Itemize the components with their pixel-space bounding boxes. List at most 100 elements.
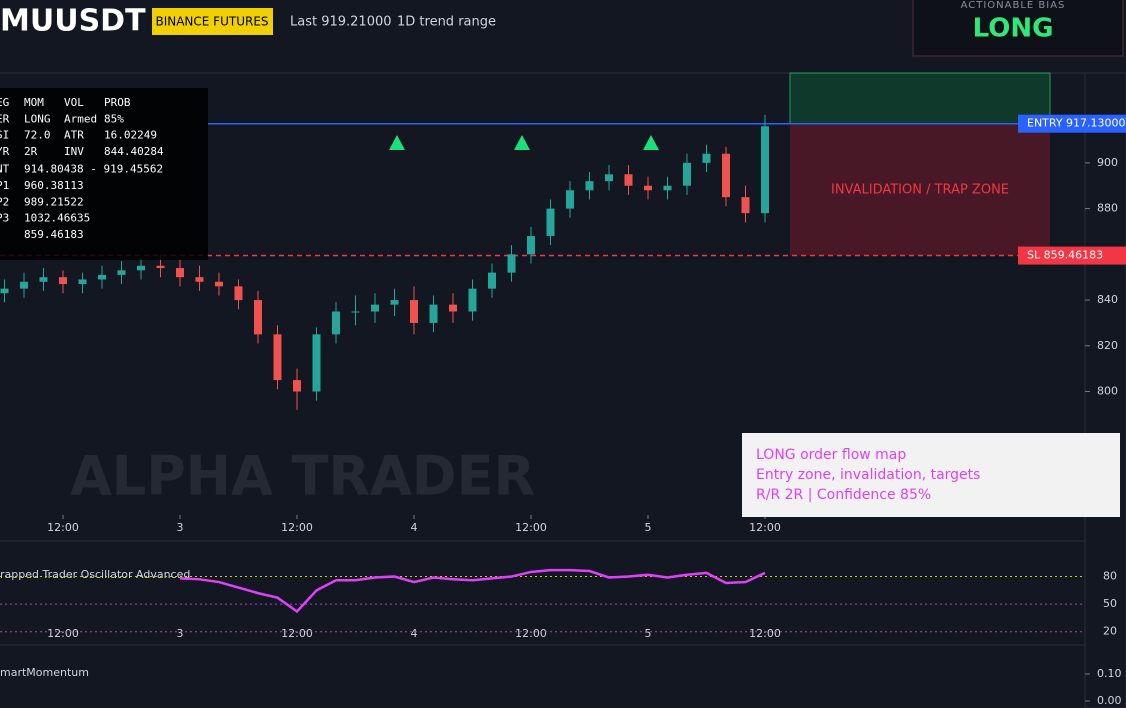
candle-body xyxy=(176,268,184,278)
panel-text: 1032.46635 xyxy=(24,212,90,225)
panel-text: MOM xyxy=(24,96,44,109)
panel-text: ER xyxy=(0,112,10,125)
panel-text: INV xyxy=(64,145,84,158)
panel-text: 914.80438 - 919.45562 xyxy=(24,163,163,176)
candle-body xyxy=(59,277,67,285)
x-tick-label: 3 xyxy=(177,627,184,640)
watermark: ALPHA TRADER xyxy=(70,445,535,508)
candle-body xyxy=(98,274,106,280)
y-tick-label: 0.10 xyxy=(1097,667,1122,680)
panel-text: ATR xyxy=(64,129,84,142)
candle-body xyxy=(215,281,223,287)
x-tick-label: 4 xyxy=(411,521,418,534)
candle-body xyxy=(273,334,282,381)
panel-text: 2R xyxy=(24,145,38,158)
panel-text: LONG xyxy=(24,112,51,125)
candle-body xyxy=(390,300,399,305)
label-box xyxy=(1018,114,1126,133)
candle-body xyxy=(644,185,652,191)
note-line: LONG order flow map xyxy=(756,447,906,463)
note-box xyxy=(742,433,1120,517)
x-tick-label: 12:00 xyxy=(749,627,781,640)
candle-body xyxy=(605,174,613,182)
symbol: MUUSDT xyxy=(0,4,146,39)
panel-text: PROB xyxy=(104,96,131,109)
panel-text: YR xyxy=(0,145,10,158)
signal-marker xyxy=(514,135,530,150)
x-tick-label: 5 xyxy=(645,521,652,534)
price-axis xyxy=(1084,72,1126,708)
candle-body xyxy=(507,254,516,273)
zone-label: INVALIDATION / TRAP ZONE xyxy=(831,183,1009,198)
info-panel xyxy=(0,88,208,260)
exchange: BINANCE FUTURES xyxy=(155,15,268,29)
x-tick-label: 12:00 xyxy=(47,521,79,534)
signal-marker xyxy=(643,135,659,150)
x-tick-label: 12:00 xyxy=(749,521,781,534)
panel-text: 960.38113 xyxy=(24,179,84,192)
bias-label: ACTIONABLE BIAS xyxy=(961,0,1066,11)
x-tick-label: 12:00 xyxy=(281,521,313,534)
panel-text: P3 xyxy=(0,212,9,225)
panel-text: VOL xyxy=(64,96,84,109)
note-line: Entry zone, invalidation, targets xyxy=(756,467,980,483)
stop-label: SL 859.46183 xyxy=(1027,249,1103,262)
candle-body xyxy=(702,153,711,163)
candle-body xyxy=(351,311,360,313)
candle-body xyxy=(293,380,301,392)
candle-body xyxy=(722,153,730,198)
x-tick-label: 3 xyxy=(177,521,184,534)
panel-text: 844.40284 xyxy=(104,145,164,158)
panel-text: NT xyxy=(0,163,10,176)
candle-body xyxy=(741,197,750,214)
candle-body xyxy=(761,126,769,214)
candle-body xyxy=(429,304,438,323)
candle-body xyxy=(78,279,87,285)
panel-text: SI xyxy=(0,129,9,142)
candle-body xyxy=(371,304,379,312)
candle-body xyxy=(527,236,535,255)
label-box xyxy=(1018,246,1126,265)
panel-text: 859.46183 xyxy=(24,228,84,241)
candle-body xyxy=(566,190,574,209)
panel-text: P1 xyxy=(0,179,9,192)
note-line: R/R 2R | Confidence 85% xyxy=(756,487,931,503)
signal-marker xyxy=(389,135,405,150)
y-tick-label: 820 xyxy=(1097,339,1118,352)
candle-body xyxy=(234,286,243,301)
x-tick-label: 12:00 xyxy=(515,627,547,640)
candle-body xyxy=(332,311,340,335)
trap-zone xyxy=(790,123,1050,256)
candle-body xyxy=(624,174,633,186)
candle-body xyxy=(663,185,672,191)
candle-body xyxy=(39,277,48,282)
candle-body xyxy=(410,300,418,323)
panel-title: rapped Trader Oscillator Advanced xyxy=(0,568,190,581)
candle-body xyxy=(195,277,204,282)
oscillator-line xyxy=(179,568,766,614)
x-tick-label: 12:00 xyxy=(281,627,313,640)
candle-body xyxy=(683,162,691,186)
candle-body xyxy=(449,304,457,312)
exchange-badge xyxy=(152,8,273,35)
candle-body xyxy=(546,208,555,237)
candle-body xyxy=(137,265,145,271)
y-tick-label: 0.00 xyxy=(1097,694,1122,707)
candle-body xyxy=(0,288,9,294)
candle-body xyxy=(156,265,165,269)
last-price: Last 919.21000 xyxy=(290,15,392,30)
x-tick-label: 5 xyxy=(645,627,652,640)
panel-text: P2 xyxy=(0,195,9,208)
bias: LONG xyxy=(973,14,1054,44)
bias-box xyxy=(912,0,1124,57)
panel-text: EG xyxy=(0,96,9,109)
panel-text: Armed xyxy=(64,112,97,125)
panel-text: 16.02249 xyxy=(104,129,157,142)
range: 1D trend range xyxy=(397,15,496,30)
panel-title: martMomentum xyxy=(0,666,89,679)
candle-body xyxy=(20,281,28,289)
y-tick-label: 900 xyxy=(1097,156,1118,169)
y-tick-label: 80 xyxy=(1103,570,1117,583)
